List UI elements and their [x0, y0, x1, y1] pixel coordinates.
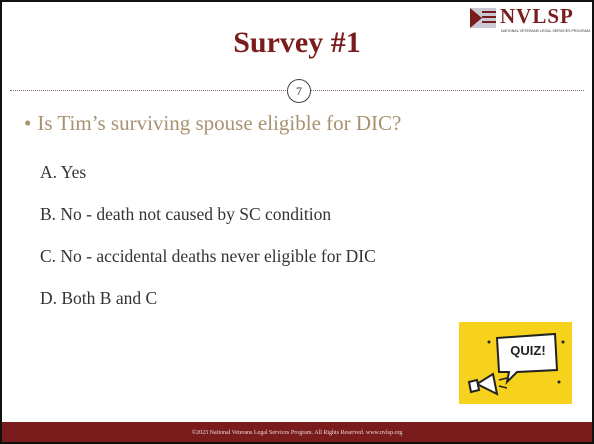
logo-name: NVLSP	[500, 4, 574, 28]
slide-title: Survey #1	[233, 26, 361, 59]
logo: NVLSP NATIONAL VETERANS LEGAL SERVICES P…	[468, 4, 591, 38]
footer: ©2023 National Veterans Legal Services P…	[2, 422, 592, 442]
quiz-image: QUIZ!	[459, 322, 572, 404]
quiz-label: QUIZ!	[510, 343, 546, 358]
question: Is Tim’s surviving spouse eligible for D…	[24, 111, 401, 136]
logo-tagline: NATIONAL VETERANS LEGAL SERVICES PROGRAM	[501, 29, 591, 33]
quiz-graphic	[467, 332, 565, 396]
option: C. No - accidental deaths never eligible…	[40, 246, 376, 266]
slide-number: 7	[287, 79, 311, 103]
logo-flag	[470, 8, 496, 28]
option: A. Yes	[40, 162, 87, 182]
option: B. No - death not caused by SC condition	[40, 204, 332, 224]
option: D. Both B and C	[40, 288, 158, 308]
